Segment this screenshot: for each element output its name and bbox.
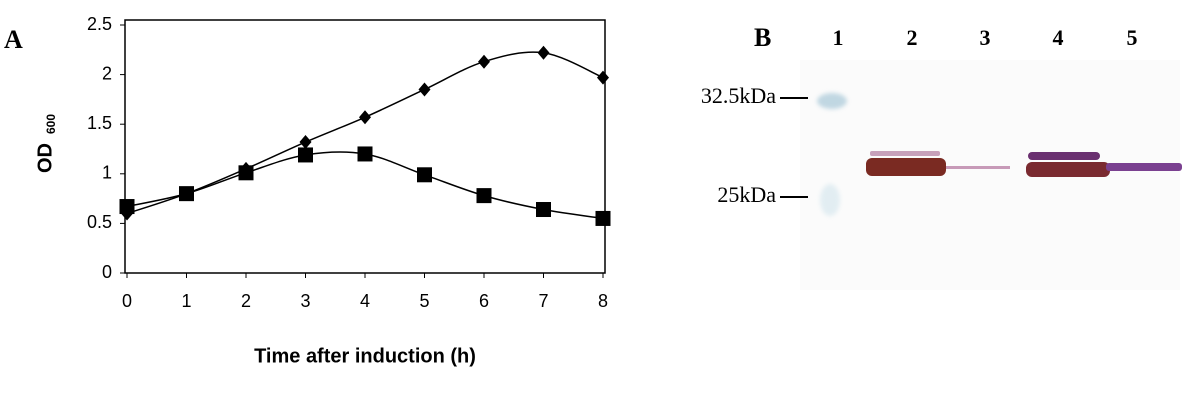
y-tick-label: 0.5 — [87, 212, 112, 232]
lane-label: 5 — [1127, 25, 1138, 50]
marker — [238, 165, 254, 181]
y-axis-label: OD 600 — [34, 114, 58, 173]
y-axis-label-main: OD — [34, 143, 56, 173]
marker — [119, 199, 135, 215]
marker — [418, 82, 431, 97]
panel-label: B — [754, 23, 771, 52]
marker — [357, 146, 373, 162]
x-tick-label: 0 — [122, 291, 132, 311]
marker — [299, 135, 312, 150]
y-axis-label-sub: 600 — [44, 114, 58, 134]
marker — [536, 202, 551, 218]
lane-label: 3 — [980, 25, 991, 50]
marker — [537, 45, 550, 60]
x-tick-label: 6 — [479, 291, 489, 311]
x-tick-label: 4 — [360, 291, 370, 311]
series-line — [126, 151, 604, 220]
band — [1106, 163, 1182, 171]
y-tick-label: 2.5 — [87, 14, 112, 34]
x-axis-label: Time after induction (h) — [254, 345, 476, 367]
marker — [476, 188, 492, 204]
marker — [298, 147, 313, 163]
x-tick-label: 8 — [598, 291, 608, 311]
marker — [478, 54, 490, 69]
y-tick-label: 1 — [102, 163, 112, 183]
lane-label: 4 — [1053, 25, 1064, 50]
marker — [359, 110, 371, 125]
ladder-band — [820, 184, 840, 216]
blot-membrane — [800, 60, 1180, 290]
marker — [179, 186, 194, 202]
band — [870, 151, 940, 156]
y-tick-label: 1.5 — [87, 113, 112, 133]
marker-label: 32.5kDa — [701, 83, 776, 108]
y-tick-label: 0 — [102, 262, 112, 282]
band — [1028, 152, 1100, 160]
band — [1026, 162, 1110, 177]
x-tick-label: 1 — [181, 291, 191, 311]
x-tick-label: 3 — [300, 291, 310, 311]
panel-label: A — [4, 25, 23, 54]
marker — [417, 167, 432, 183]
x-tick-label: 2 — [241, 291, 251, 311]
ladder-band — [817, 93, 847, 109]
lane-label: 2 — [907, 25, 918, 50]
x-tick-label: 7 — [538, 291, 548, 311]
marker — [597, 70, 609, 85]
lane-label: 1 — [833, 25, 844, 50]
band — [946, 166, 1010, 169]
y-tick-label: 2 — [102, 63, 112, 83]
marker-label: 25kDa — [717, 182, 776, 207]
marker — [595, 210, 611, 226]
band — [866, 158, 946, 176]
x-tick-label: 5 — [419, 291, 429, 311]
